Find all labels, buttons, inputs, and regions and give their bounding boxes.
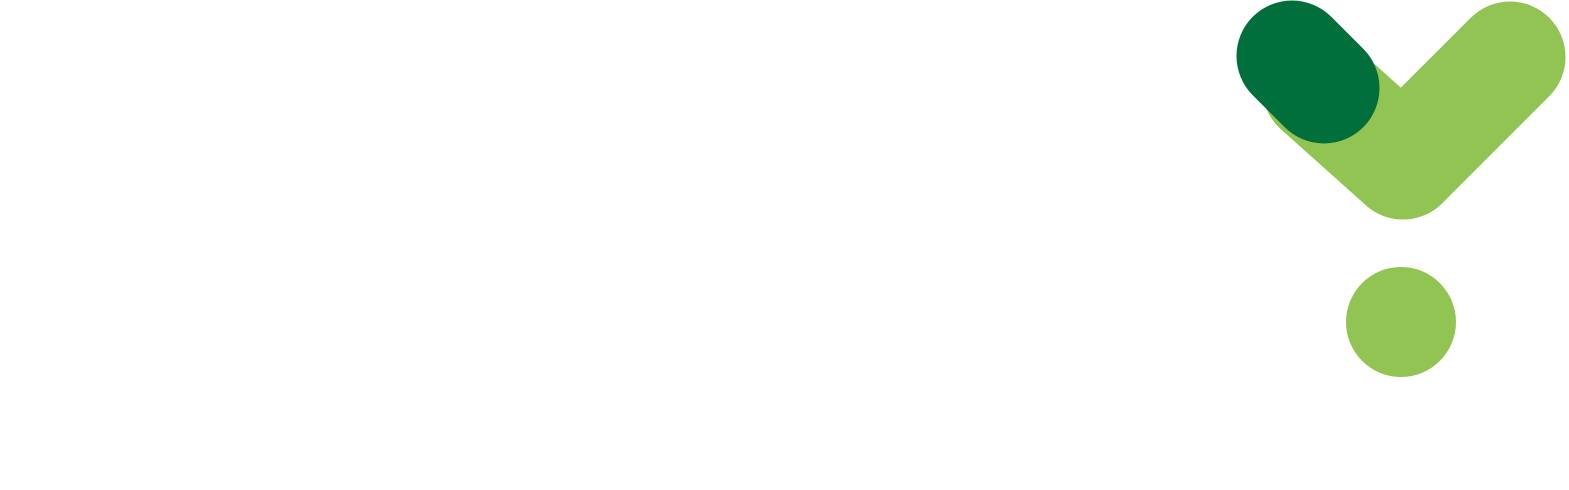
check-short-stroke [1236, 0, 1380, 144]
logo-dot [1346, 267, 1456, 377]
